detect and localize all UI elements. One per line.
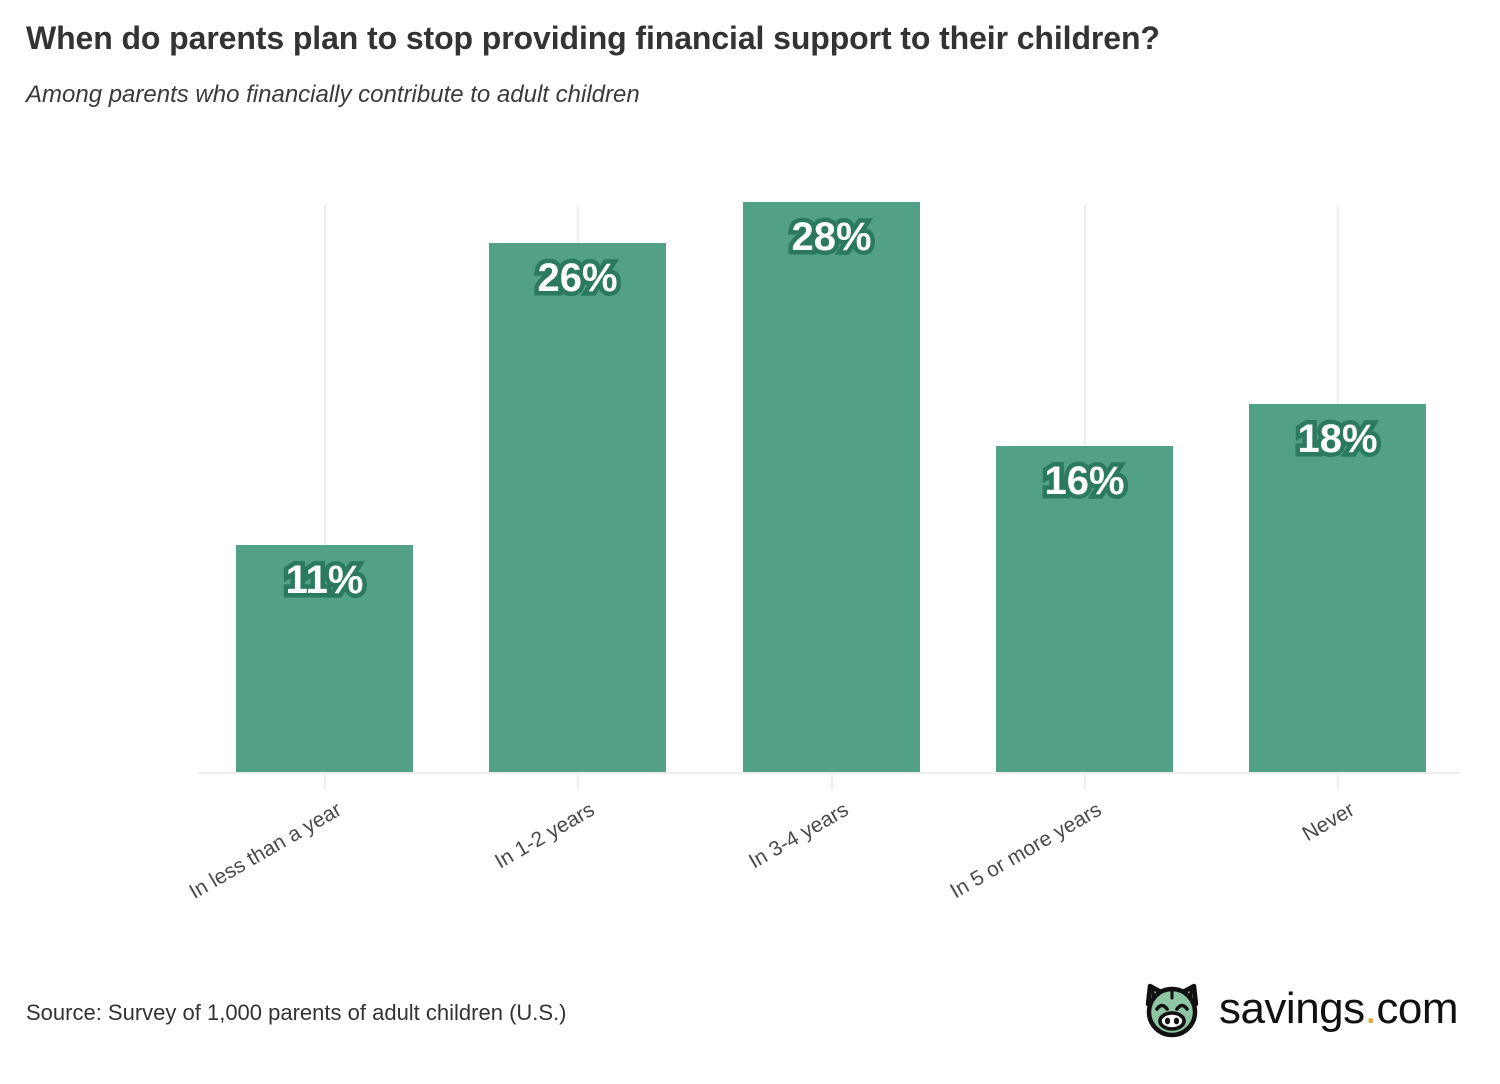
chart-header: When do parents plan to stop providing f… [26, 18, 1426, 110]
tick-mark-5 [1337, 774, 1339, 790]
tick-mark-3 [831, 774, 833, 790]
bar-in-5-or-more-years[interactable] [996, 446, 1173, 772]
bar-in-less-than-a-year[interactable] [236, 545, 413, 772]
source-note: Source: Survey of 1,000 parents of adult… [26, 1000, 567, 1025]
tick-mark-2 [577, 774, 579, 790]
x-tick-label-2: In 1-2 years [490, 798, 599, 874]
page-title: When do parents plan to stop providing f… [26, 20, 1160, 56]
x-axis-line [198, 772, 1460, 774]
bar-value-label-2: 26% [533, 252, 622, 305]
tick-mark-4 [1084, 774, 1086, 790]
bar-value-label-4: 16% [1040, 455, 1129, 508]
bar-value-label-5: 18% [1293, 413, 1382, 466]
bar-in-1-2-years[interactable] [489, 243, 666, 772]
logo-word-main: savings [1218, 984, 1365, 1033]
bar-value-label-3: 28% [787, 211, 876, 264]
x-tick-label-4: In 5 or more years [946, 798, 1106, 904]
chart-subtitle: Among parents who financially contribute… [26, 80, 640, 108]
logo-wordmark: savings.com [1218, 984, 1459, 1033]
logo-dot: . [1364, 984, 1377, 1033]
bar-never[interactable] [1249, 404, 1426, 772]
x-tick-label-3: In 3-4 years [744, 798, 853, 874]
tick-mark-1 [324, 774, 326, 790]
bar-value-label-1: 11% [281, 554, 368, 607]
gridline-category-1 [324, 205, 326, 772]
bar-in-3-4-years[interactable] [743, 202, 920, 772]
logo-word-tld: com [1376, 984, 1458, 1033]
pig-face-icon [1145, 983, 1199, 1038]
x-tick-label-1: In less than a year [185, 798, 346, 904]
savings-com-logo[interactable]: savings.com [1139, 978, 1458, 1040]
